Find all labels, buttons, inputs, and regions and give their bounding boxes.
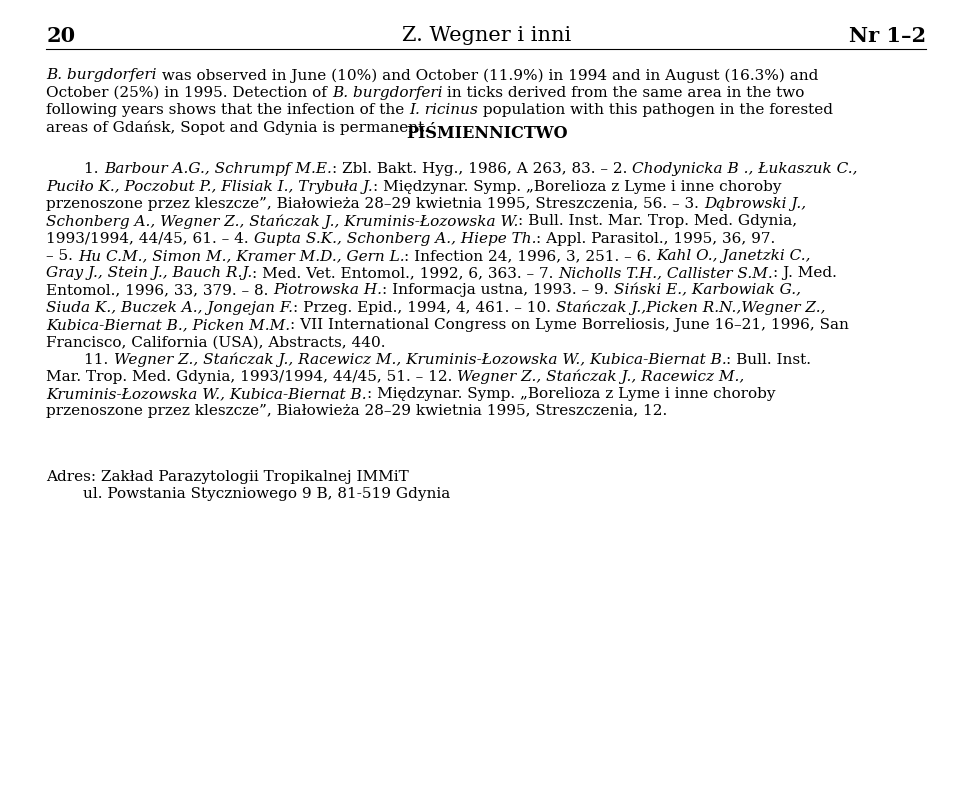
Text: Chodynicka B ., Łukaszuk C.,: Chodynicka B ., Łukaszuk C., [632, 162, 857, 176]
Text: ul. Powstania Styczniowego 9 B, 81-519 Gdynia: ul. Powstania Styczniowego 9 B, 81-519 G… [83, 487, 450, 500]
Text: Schonberg A., Wegner Z., Stańczak J., Kruminis-Łozowska W.: Schonberg A., Wegner Z., Stańczak J., Kr… [46, 214, 518, 229]
Text: przenoszone przez kleszcze”, Białowieża 28–29 kwietnia 1995, Streszczenia, 12.: przenoszone przez kleszcze”, Białowieża … [46, 404, 667, 418]
Text: Piotrowska H.: Piotrowska H. [274, 283, 382, 297]
Text: : Przeg. Epid., 1994, 4, 461. – 10.: : Przeg. Epid., 1994, 4, 461. – 10. [293, 300, 556, 314]
Text: population with this pathogen in the forested: population with this pathogen in the for… [478, 103, 833, 116]
Text: Barbour A.G., Schrumpf M.E.: Barbour A.G., Schrumpf M.E. [104, 162, 332, 176]
Text: October (25%) in 1995. Detection of: October (25%) in 1995. Detection of [46, 85, 332, 100]
Text: B. burgdorferi: B. burgdorferi [46, 68, 156, 82]
Text: Wegner Z., Stańczak J., Racewicz M., Kruminis-Łozowska W., Kubica-Biernat B.: Wegner Z., Stańczak J., Racewicz M., Kru… [113, 352, 727, 367]
Text: Kubica-Biernat B., Picken M.M.: Kubica-Biernat B., Picken M.M. [46, 317, 290, 332]
Text: Nicholls T.H., Callister S.M.: Nicholls T.H., Callister S.M. [559, 266, 774, 279]
Text: : Bull. Inst. Mar. Trop. Med. Gdynia,: : Bull. Inst. Mar. Trop. Med. Gdynia, [518, 214, 798, 228]
Text: 1.: 1. [84, 162, 104, 176]
Text: Mar. Trop. Med. Gdynia, 1993/1994, 44/45, 51. – 12.: Mar. Trop. Med. Gdynia, 1993/1994, 44/45… [46, 369, 457, 383]
Text: Puciło K., Poczobut P., Flisiak I., Trybuła J.: Puciło K., Poczobut P., Flisiak I., Tryb… [46, 179, 372, 194]
Text: Siuda K., Buczek A., Jongejan F.: Siuda K., Buczek A., Jongejan F. [46, 300, 293, 314]
Text: Nr 1–2: Nr 1–2 [850, 26, 926, 46]
Text: PIŚMIENNICTWO: PIŚMIENNICTWO [406, 124, 567, 141]
Text: 11.: 11. [84, 352, 113, 366]
Text: B. burgdorferi: B. burgdorferi [332, 85, 443, 100]
Text: : Międzynar. Symp. „Borelioza z Lyme i inne choroby: : Międzynar. Symp. „Borelioza z Lyme i i… [372, 179, 781, 194]
Text: : J. Med.: : J. Med. [774, 266, 837, 279]
Text: following years shows that the infection of the: following years shows that the infection… [46, 103, 409, 116]
Text: Adres: Zakład Parazytologii Tropikalnej IMMiT: Adres: Zakład Parazytologii Tropikalnej … [46, 469, 409, 483]
Text: : Infection 24, 1996, 3, 251. – 6.: : Infection 24, 1996, 3, 251. – 6. [404, 248, 657, 263]
Text: Siński E., Karbowiak G.,: Siński E., Karbowiak G., [613, 283, 801, 297]
Text: : Med. Vet. Entomol., 1992, 6, 363. – 7.: : Med. Vet. Entomol., 1992, 6, 363. – 7. [252, 266, 559, 279]
Text: Stańczak J.,Picken R.N.,Wegner Z.,: Stańczak J.,Picken R.N.,Wegner Z., [556, 300, 826, 315]
Text: Gray J., Stein J., Bauch R.J.: Gray J., Stein J., Bauch R.J. [46, 266, 252, 279]
Text: Wegner Z., Stańczak J., Racewicz M.,: Wegner Z., Stańczak J., Racewicz M., [457, 369, 745, 384]
Text: : Międzynar. Symp. „Borelioza z Lyme i inne choroby: : Międzynar. Symp. „Borelioza z Lyme i i… [367, 386, 776, 401]
Text: Gupta S.K., Schonberg A., Hiepe Th.: Gupta S.K., Schonberg A., Hiepe Th. [253, 231, 536, 245]
Text: przenoszone przez kleszcze”, Białowieża 28–29 kwietnia 1995, Streszczenia, 56. –: przenoszone przez kleszcze”, Białowieża … [46, 197, 704, 210]
Text: Dąbrowski J.,: Dąbrowski J., [704, 197, 806, 210]
Text: was observed in June (10%) and October (11.9%) in 1994 and in August (16.3%) and: was observed in June (10%) and October (… [156, 68, 818, 83]
Text: Hu C.M., Simon M., Kramer M.D., Gern L.: Hu C.M., Simon M., Kramer M.D., Gern L. [78, 248, 404, 263]
Text: – 5.: – 5. [46, 248, 78, 263]
Text: areas of Gdańsk, Sopot and Gdynia is permanent.: areas of Gdańsk, Sopot and Gdynia is per… [46, 120, 429, 135]
Text: Kruminis-Łozowska W., Kubica-Biernat B.: Kruminis-Łozowska W., Kubica-Biernat B. [46, 386, 367, 401]
Text: Entomol., 1996, 33, 379. – 8.: Entomol., 1996, 33, 379. – 8. [46, 283, 274, 297]
Text: I. ricinus: I. ricinus [409, 103, 478, 116]
Text: : Appl. Parasitol., 1995, 36, 97.: : Appl. Parasitol., 1995, 36, 97. [536, 231, 776, 245]
Text: : Informacja ustna, 1993. – 9.: : Informacja ustna, 1993. – 9. [382, 283, 613, 297]
Text: : VII International Congress on Lyme Borreliosis, June 16–21, 1996, San: : VII International Congress on Lyme Bor… [290, 317, 849, 332]
Text: Kahl O., Janetzki C.,: Kahl O., Janetzki C., [657, 248, 811, 263]
Text: : Zbl. Bakt. Hyg., 1986, A 263, 83. – 2.: : Zbl. Bakt. Hyg., 1986, A 263, 83. – 2. [332, 162, 632, 176]
Text: in ticks derived from the same area in the two: in ticks derived from the same area in t… [443, 85, 804, 100]
Text: Francisco, California (USA), Abstracts, 440.: Francisco, California (USA), Abstracts, … [46, 335, 386, 349]
Text: 20: 20 [46, 26, 75, 46]
Text: Z. Wegner i inni: Z. Wegner i inni [402, 26, 571, 45]
Text: 1993/1994, 44/45, 61. – 4.: 1993/1994, 44/45, 61. – 4. [46, 231, 253, 245]
Text: : Bull. Inst.: : Bull. Inst. [727, 352, 811, 366]
